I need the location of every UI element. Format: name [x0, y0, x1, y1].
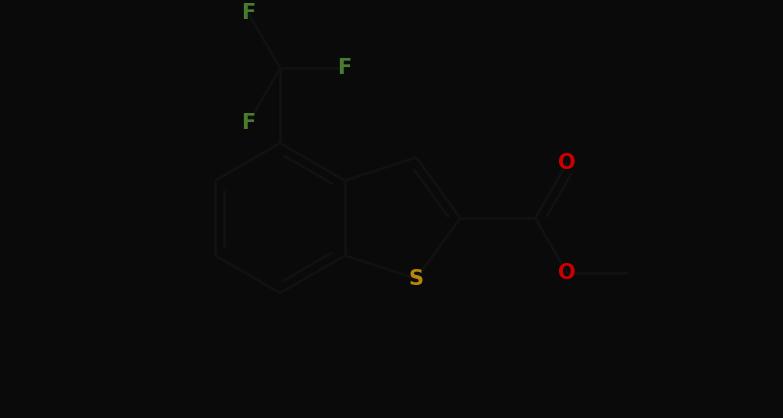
Text: S: S: [409, 269, 424, 289]
Text: F: F: [337, 58, 351, 78]
Text: F: F: [241, 3, 255, 23]
Text: O: O: [558, 153, 576, 173]
Text: O: O: [558, 263, 576, 283]
Text: F: F: [241, 113, 255, 133]
